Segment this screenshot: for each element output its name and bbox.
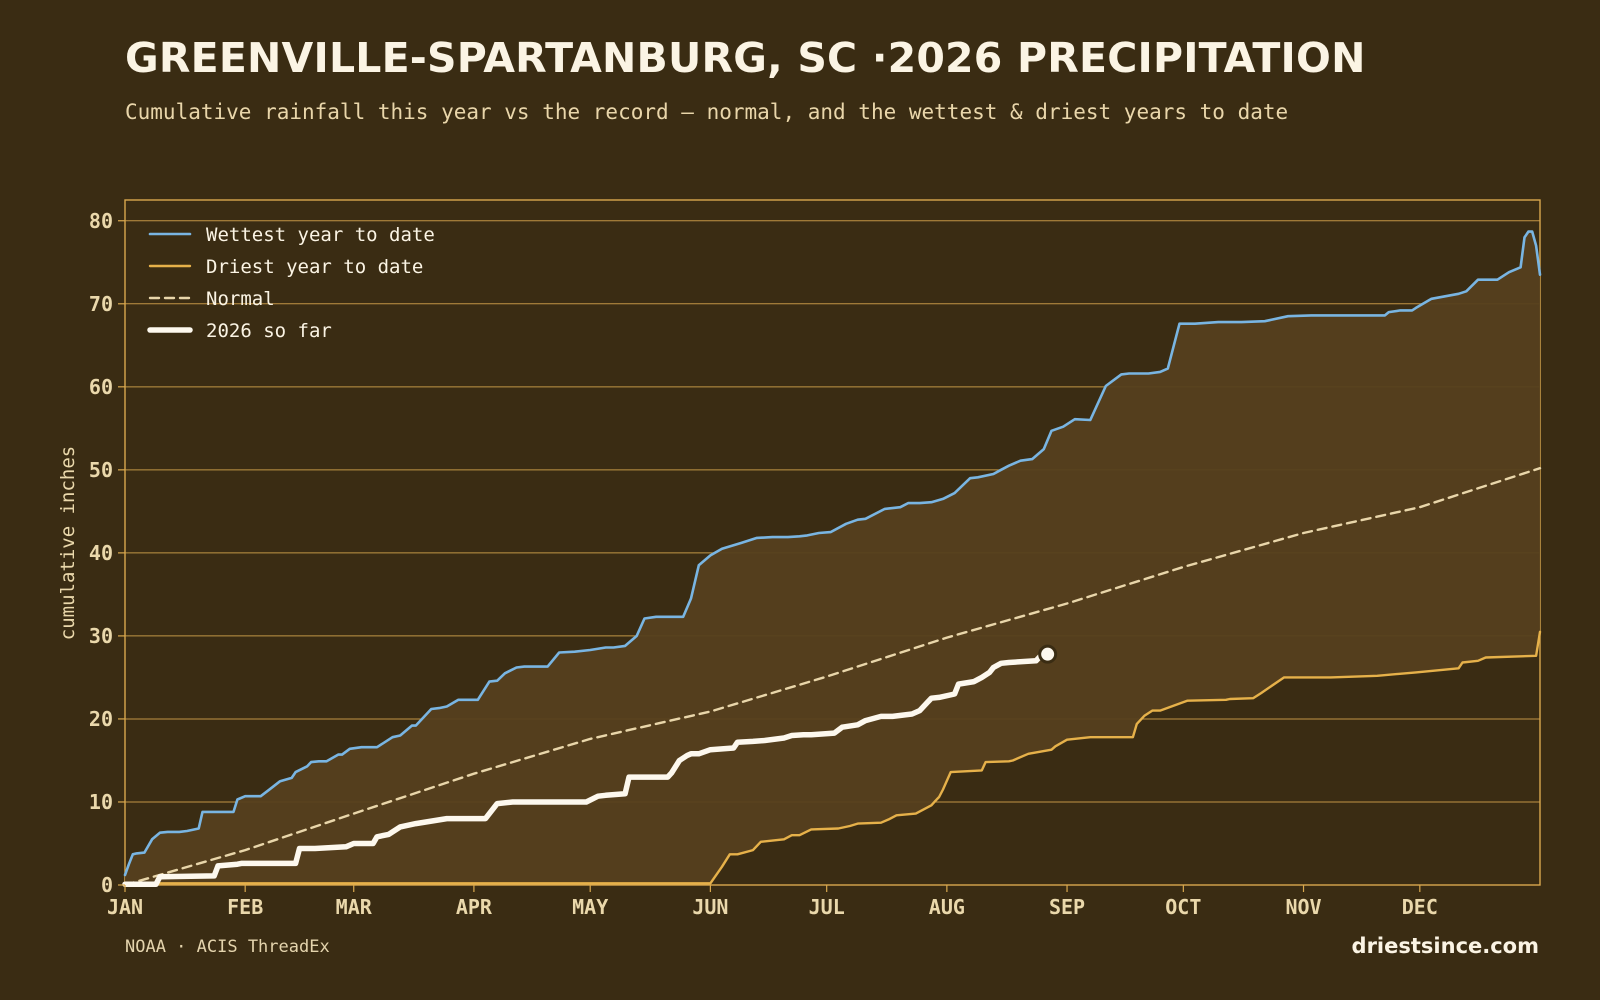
x-axis: JAN FEB MAR APR MAY JUN JUL AUG SEP OCT NOV DEC <box>107 885 1438 919</box>
y-tick-label: 70 <box>89 292 113 316</box>
x-tick-label-aug: AUG <box>929 895 965 919</box>
series-wettest-line <box>123 230 1542 877</box>
x-tick-label-jul: JUL <box>809 895 845 919</box>
x-tick-label-sep: SEP <box>1049 895 1085 919</box>
x-tick-label-mar: MAR <box>336 895 373 919</box>
y-tick-label: 20 <box>89 707 113 731</box>
x-tick-label-apr: APR <box>456 895 493 919</box>
y-tick-label: 30 <box>89 624 113 648</box>
y-tick-label: 60 <box>89 375 113 399</box>
legend-label-wettest: Wettest year to date <box>206 224 435 246</box>
y-axis-label: cumulative inches <box>57 446 79 640</box>
record-range-band <box>125 231 1540 884</box>
y-tick-label: 50 <box>89 458 113 482</box>
x-tick-label-nov: NOV <box>1285 895 1321 919</box>
y-tick-label: 40 <box>89 541 113 565</box>
legend-label-normal: Normal <box>206 288 275 310</box>
chart-subtitle: Cumulative rainfall this year vs the rec… <box>125 100 1289 124</box>
y-tick-label: 80 <box>89 209 113 233</box>
series-2026-line <box>122 651 1051 887</box>
x-tick-label-oct: OCT <box>1165 895 1201 919</box>
legend-label-driest: Driest year to date <box>206 256 423 278</box>
data-source: NOAA · ACIS ThreadEx <box>125 937 330 957</box>
x-tick-label-dec: DEC <box>1402 895 1438 919</box>
current-value-marker <box>1038 644 1058 664</box>
series-normal-line <box>123 467 1542 887</box>
y-tick-label: 0 <box>101 873 113 897</box>
x-tick-label-may: MAY <box>572 895 608 919</box>
brand-link[interactable]: driestsince.com <box>1351 934 1539 958</box>
x-tick-label-jan: JAN <box>107 895 143 919</box>
series-lines <box>122 230 1542 887</box>
legend-label-2026: 2026 so far <box>206 320 332 342</box>
x-tick-label-jun: JUN <box>692 895 728 919</box>
y-tick-label: 10 <box>89 790 113 814</box>
y-axis: 0 10 20 30 40 50 60 70 80 <box>89 209 125 897</box>
chart-title: GREENVILLE-SPARTANBURG, SC ·2026 PRECIPI… <box>125 34 1366 82</box>
series-driest-line <box>123 630 1542 885</box>
legend: Wettest year to date Driest year to date N… <box>147 224 435 342</box>
x-tick-label-feb: FEB <box>227 895 263 919</box>
